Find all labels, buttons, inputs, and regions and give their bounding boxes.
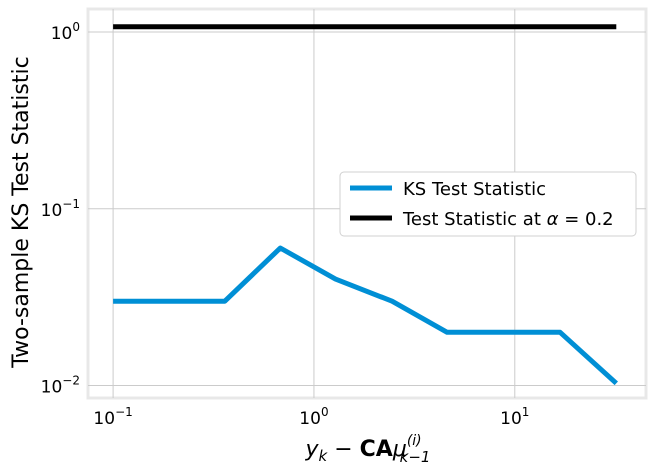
x-label-y-sub: k bbox=[319, 447, 329, 465]
legend-threshold-prefix: Test Statistic at bbox=[402, 209, 547, 230]
legend-threshold-alpha: α bbox=[547, 209, 559, 230]
x-label-mu-sup: (i) bbox=[407, 433, 422, 449]
y-tick-label-2: 100 bbox=[51, 20, 80, 44]
legend-label-ks: KS Test Statistic bbox=[403, 179, 546, 200]
legend-threshold-suffix: = 0.2 bbox=[558, 209, 613, 230]
y-axis-label: Two-sample KS Test Statistic bbox=[9, 56, 34, 368]
y-tick-labels: 10−2 10−1 100 bbox=[41, 20, 80, 397]
x-label-mu-sub: k−1 bbox=[400, 448, 431, 466]
legend-label-threshold: Test Statistic at α = 0.2 bbox=[402, 209, 614, 230]
y-tick-label-0: 10−2 bbox=[41, 374, 80, 398]
x-label-minus: − bbox=[327, 437, 359, 462]
x-tick-label-0: 10−1 bbox=[93, 405, 132, 429]
series-layer bbox=[113, 24, 618, 386]
legend: KS Test Statistic Test Statistic at α = … bbox=[339, 171, 637, 237]
x-tick-label-2: 101 bbox=[500, 405, 529, 429]
x-label-ca: CA bbox=[360, 437, 393, 462]
x-axis-label: yk − CAμ(i) k−1 bbox=[305, 433, 431, 466]
x-tick-labels: 10−1 100 101 bbox=[93, 405, 529, 429]
x-label-y: y bbox=[305, 437, 320, 462]
series-line-ks-statistic bbox=[113, 245, 618, 386]
x-tick-label-1: 100 bbox=[299, 405, 328, 429]
x-label-mu: μ bbox=[392, 437, 407, 462]
y-tick-label-1: 10−1 bbox=[41, 197, 80, 221]
legend-box bbox=[339, 171, 637, 237]
